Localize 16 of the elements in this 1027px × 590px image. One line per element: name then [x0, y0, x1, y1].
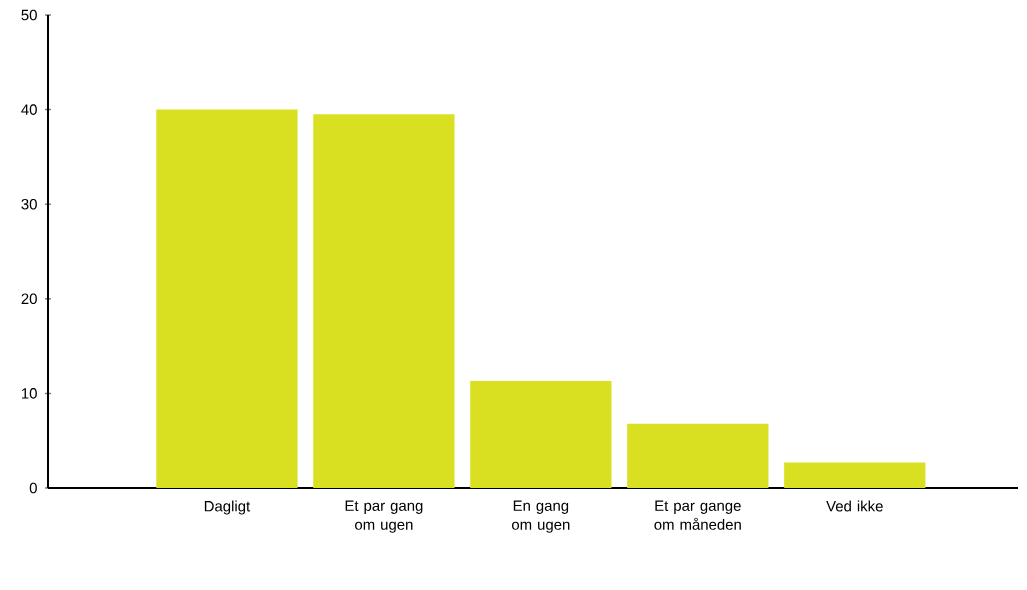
- x-tick-label: Et par gange om måneden: [654, 500, 741, 530]
- bar: [784, 462, 926, 488]
- y-tick-label: 20: [21, 293, 37, 305]
- x-tick-label: Et par gang om ugen: [345, 500, 423, 533]
- y-tick-label: 50: [21, 9, 37, 21]
- x-tick-label: Ved ikke: [826, 500, 883, 512]
- bar: [313, 114, 455, 488]
- bar: [627, 423, 769, 488]
- bar: [470, 381, 612, 488]
- y-tick-label: 30: [21, 198, 37, 210]
- y-tick-label: 10: [22, 388, 37, 399]
- bar: [156, 109, 298, 488]
- y-tick-label: 40: [21, 104, 37, 115]
- x-tick-label: En gang om ugen: [511, 500, 570, 533]
- x-tick-label: Dagligt: [204, 500, 251, 515]
- y-tick-label: 0: [29, 482, 37, 494]
